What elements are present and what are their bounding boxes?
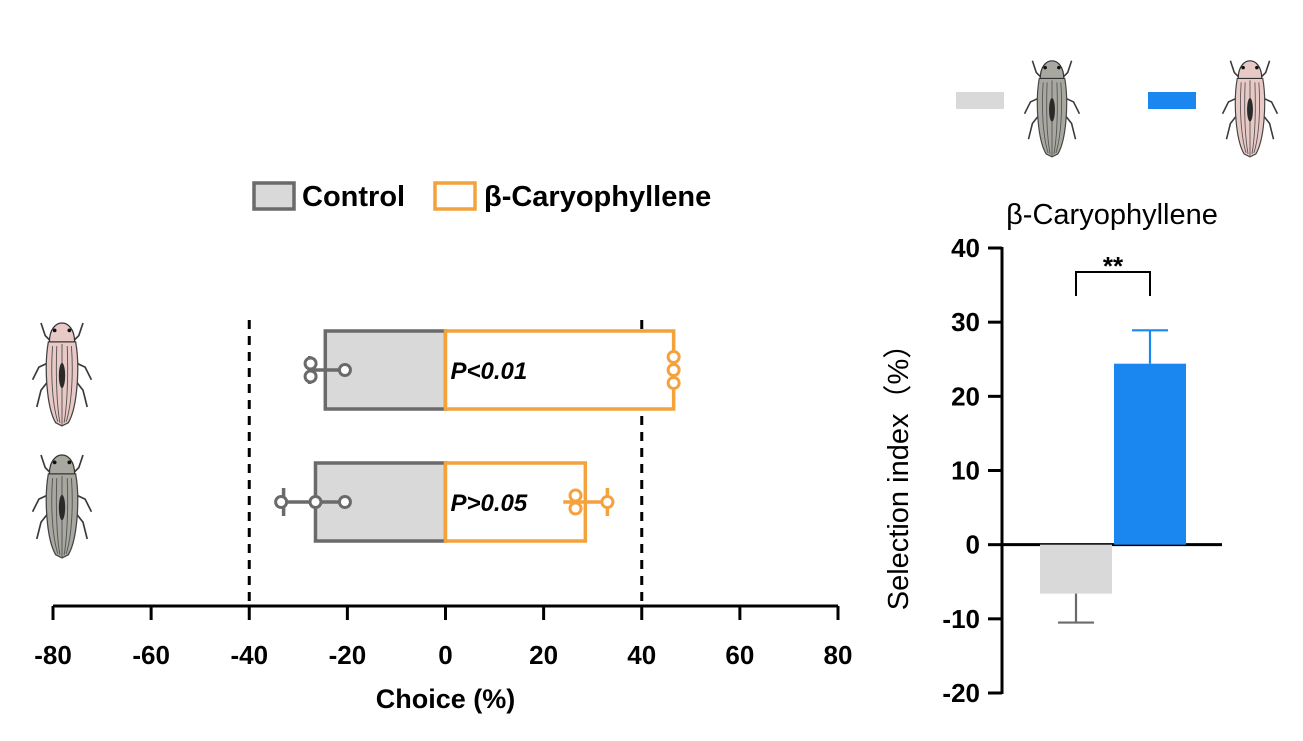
x-tick-label: -60 (132, 640, 170, 670)
data-point (568, 501, 583, 516)
data-point (303, 369, 318, 384)
y-tick-label: 40 (951, 233, 980, 263)
data-point (303, 356, 318, 371)
data-point (666, 350, 681, 364)
x-tick-label: 60 (725, 640, 754, 670)
y-tick-label: 20 (951, 381, 980, 411)
treatment-bar (443, 461, 588, 543)
data-point (568, 488, 583, 503)
p-value-label: P>0.05 (451, 490, 528, 517)
y-tick-label: 0 (966, 530, 980, 560)
data-point (666, 376, 681, 390)
data-point (666, 363, 681, 377)
legend-icon-red-shape (1221, 60, 1279, 158)
data-point (600, 495, 615, 509)
x-tick-label: -40 (230, 640, 268, 670)
significance-label: ** (1103, 251, 1124, 281)
row-icon-1: #row-icon-1 .wing{fill:#a8a8a0} #row-ico… (31, 454, 93, 559)
chart-title: β-Caryophyllene (1006, 199, 1218, 231)
y-tick-label: 10 (951, 456, 980, 486)
y-tick-label: 30 (951, 307, 980, 337)
row-icon-1-shape (31, 454, 93, 559)
data-point (308, 495, 323, 509)
data-point (337, 363, 352, 377)
treatment-bar (443, 329, 676, 411)
legend-swatch-control (252, 181, 296, 211)
legend-swatch-gray (956, 92, 1004, 109)
legend-label-treatment: β-Caryophyllene (484, 181, 711, 213)
selection-index-chart: -20 -10 0 10 20 30 40 ** β-Caryophyllene Selectio… (883, 60, 1279, 708)
legend-swatch-treatment (433, 181, 477, 211)
x-tick-label: -20 (329, 640, 367, 670)
data-point (337, 495, 352, 509)
row-icon-0: #row-icon-0 .wing{fill:#e9c9c6} #row-ico… (31, 322, 93, 427)
y-tick-label: -10 (942, 604, 980, 634)
y-axis-title: Selection index（%） (883, 330, 915, 610)
x-tick-label: -80 (34, 640, 72, 670)
row-icon-0-shape (31, 322, 93, 427)
significance-bracket (1075, 271, 1151, 296)
x-tick-label: 80 (824, 640, 853, 670)
y-tick-label: -20 (942, 678, 980, 708)
legend-icon-red: #legend-icon-red .wing{fill:#e9c9c6} #le… (1221, 60, 1279, 158)
x-tick-label: 20 (529, 640, 558, 670)
legend-icon-gray: #legend-icon-gray .wing{fill:#a8a8a0} #l… (1023, 60, 1081, 158)
legend-icon-gray-shape (1023, 60, 1081, 158)
x-tick-label: 40 (627, 640, 656, 670)
choice-chart: P<0.01 #row-icon-0 .wing{fill:#e9c9c6} #r… (31, 181, 853, 714)
legend-swatch-blue (1148, 92, 1196, 109)
p-value-label: P<0.01 (451, 358, 528, 385)
bar (1114, 363, 1186, 545)
x-tick-label: 0 (438, 640, 452, 670)
bar (1040, 544, 1112, 594)
legend-label-control: Control (302, 181, 405, 213)
x-axis-title: Choice (%) (376, 684, 516, 714)
data-point (274, 495, 289, 509)
